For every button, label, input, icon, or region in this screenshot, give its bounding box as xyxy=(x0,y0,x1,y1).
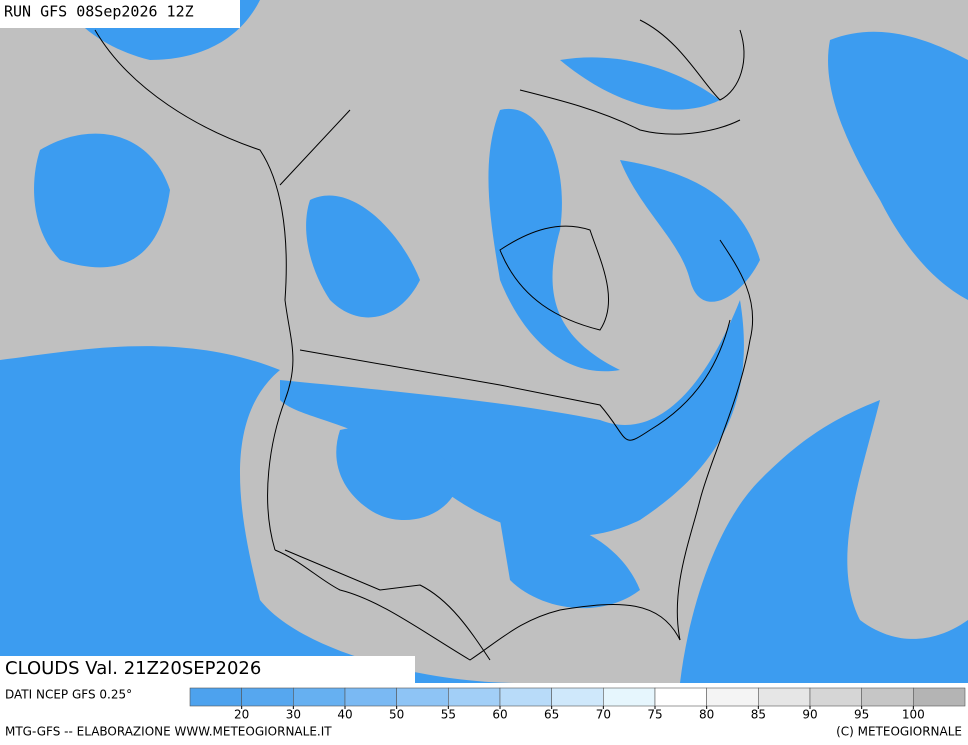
color-segment xyxy=(344,687,397,707)
color-segment xyxy=(706,687,759,707)
cloud-areas xyxy=(0,0,968,683)
tick-label: 75 xyxy=(647,708,662,722)
tick-label: 20 xyxy=(234,708,249,722)
map: RUN GFS 08Sep2026 12Z CLOUDS Val. 21Z20S… xyxy=(0,0,968,683)
tick-label: 80 xyxy=(699,708,714,722)
color-segment xyxy=(809,687,862,707)
tick-label: 100 xyxy=(902,708,925,722)
footer-right: (C) METEOGIORNALE xyxy=(836,725,962,739)
color-segment xyxy=(448,687,501,707)
color-segment xyxy=(499,687,552,707)
run-label: RUN GFS 08Sep2026 12Z xyxy=(4,3,194,21)
coastlines xyxy=(94,19,754,661)
run-label-box xyxy=(0,0,240,28)
tick-label: 55 xyxy=(441,708,456,722)
tick-label: 70 xyxy=(596,708,611,722)
color-segment xyxy=(189,687,242,707)
tick-label: 65 xyxy=(544,708,559,722)
source-label: DATI NCEP GFS 0.25° xyxy=(5,688,132,702)
map-label-box xyxy=(0,656,415,683)
tick-label: 50 xyxy=(389,708,404,722)
colorbar: 20 30 40 50 55 60 65 70 75 80 85 90 95 100 xyxy=(189,687,966,722)
color-segment xyxy=(603,687,656,707)
color-segment xyxy=(758,687,811,707)
tick-label: 60 xyxy=(492,708,507,722)
color-segment xyxy=(396,687,449,707)
color-segment xyxy=(551,687,604,707)
footer-left: MTG-GFS -- ELABORAZIONE WWW.METEOGIORNAL… xyxy=(5,725,332,739)
tick-label: 85 xyxy=(751,708,766,722)
color-segment xyxy=(293,687,346,707)
color-segment xyxy=(861,687,914,707)
tick-label: 40 xyxy=(337,708,352,722)
color-segment xyxy=(913,687,966,707)
tick-label: 90 xyxy=(802,708,817,722)
tick-label: 95 xyxy=(854,708,869,722)
color-segment xyxy=(241,687,294,707)
color-segment xyxy=(654,687,707,707)
tick-label: 30 xyxy=(286,708,301,722)
map-label: CLOUDS Val. 21Z20SEP2026 xyxy=(5,658,261,679)
